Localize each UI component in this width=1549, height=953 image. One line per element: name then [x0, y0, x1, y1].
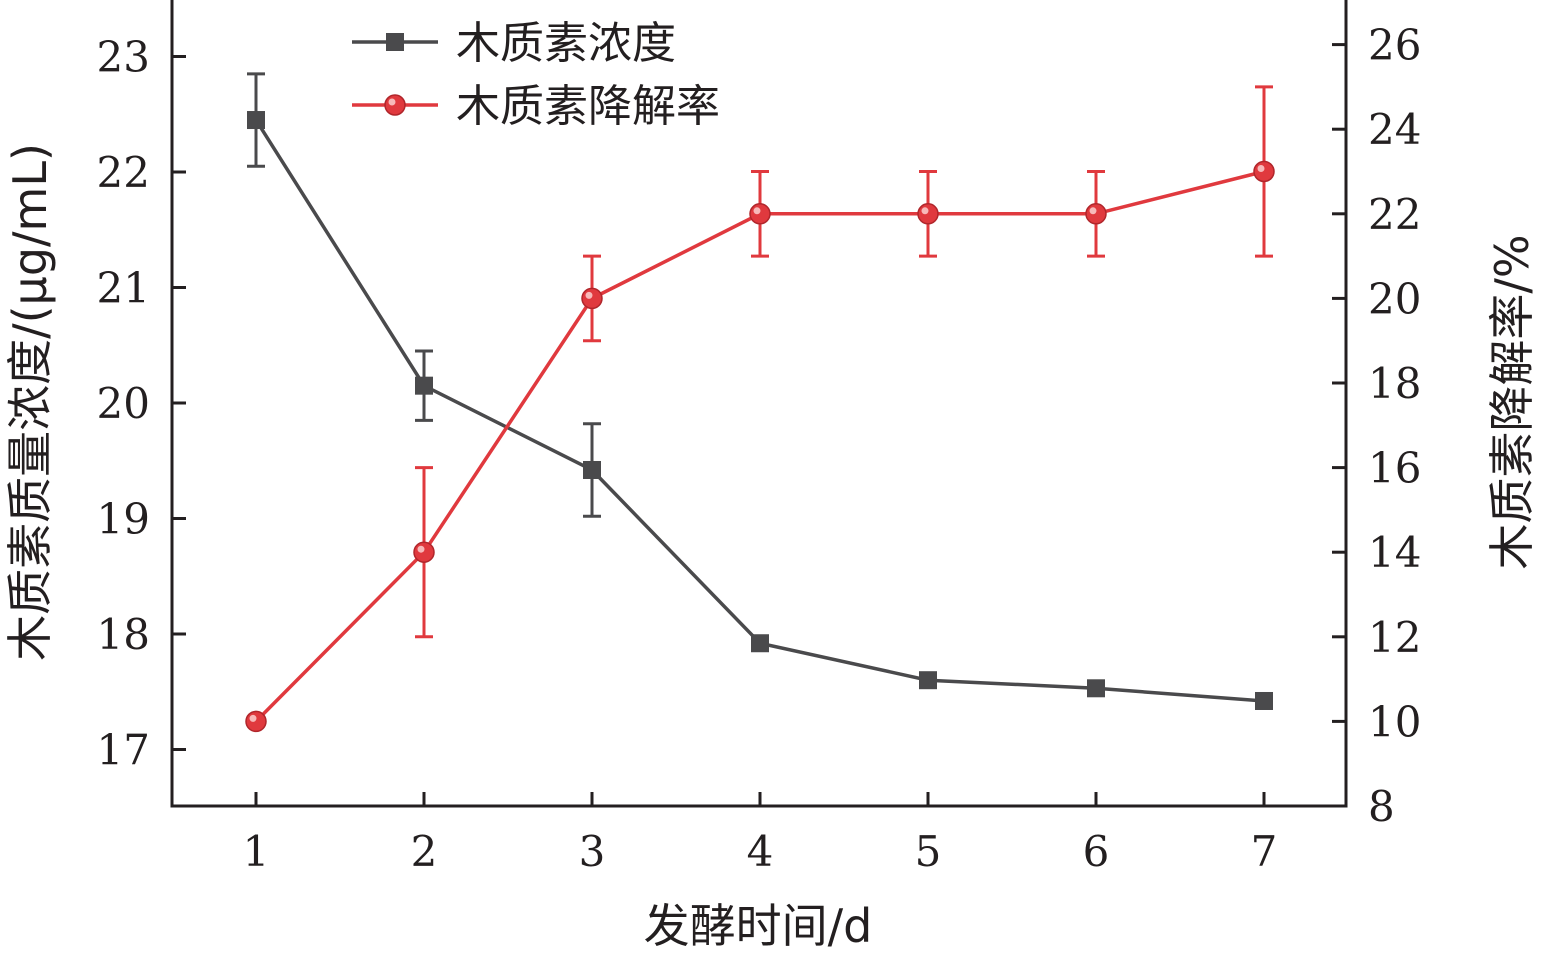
y-left-tick-label: 22	[97, 148, 150, 197]
y-right-tick-label: 20	[1368, 274, 1421, 323]
data-point-circle	[1253, 160, 1275, 183]
legend-marker-square	[386, 33, 404, 51]
axes	[170, 0, 1348, 808]
y-right-tick-label: 16	[1368, 444, 1421, 493]
x-tick-label: 1	[243, 827, 270, 876]
y-left-tick-label: 19	[97, 495, 150, 544]
x-tick-label: 4	[747, 827, 774, 876]
data-point-circle	[245, 710, 267, 733]
data-point-square	[1255, 691, 1273, 710]
y-left-tick-label: 21	[97, 264, 150, 313]
y-left-tick-label: 17	[97, 726, 150, 775]
data-point-highlight	[1257, 165, 1265, 172]
data-point-highlight	[753, 207, 761, 215]
x-tick-label: 5	[915, 827, 942, 876]
data-point-square	[247, 111, 265, 130]
y-right-tick-label: 24	[1368, 105, 1421, 154]
data-point-circle	[749, 203, 771, 225]
series-layer	[245, 72, 1275, 733]
data-point-square	[583, 460, 601, 479]
y-left-tick-label: 20	[97, 379, 150, 428]
y-right-tick-label: 12	[1368, 613, 1421, 662]
y-axis-label-left: 木质素质量浓度/(μg/mL)	[3, 143, 57, 661]
y-axis-label-right: 木质素降解率/%	[1485, 234, 1539, 569]
data-point-circle	[1085, 203, 1107, 225]
y-right-tick-label: 14	[1368, 528, 1421, 577]
data-point-square	[415, 376, 433, 395]
data-point-highlight	[249, 714, 257, 722]
legend-item-lignin-concentration: 木质素浓度	[352, 18, 676, 69]
data-point-circle	[581, 287, 603, 310]
x-tick-label: 6	[1083, 827, 1110, 876]
legend-item-lignin-degradation: 木质素降解率	[352, 81, 720, 132]
data-point-highlight	[921, 207, 929, 215]
data-point-circle	[413, 541, 435, 563]
x-axis-label: 发酵时间/d	[644, 899, 873, 953]
x-tick-label: 7	[1251, 827, 1278, 876]
series-lignin-concentration	[247, 72, 1273, 710]
series-lignin-degradation	[245, 85, 1275, 733]
legend-marker-circle	[384, 94, 406, 116]
y-right-tick-label: 26	[1368, 21, 1421, 70]
data-point-highlight	[1089, 207, 1097, 215]
y-right-tick-label: 18	[1368, 359, 1421, 408]
data-point-highlight	[585, 291, 593, 299]
y-right-tick-label: 22	[1368, 190, 1421, 239]
legend-label: 木质素降解率	[456, 81, 720, 132]
x-tick-label: 3	[579, 827, 606, 876]
x-tick-label: 2	[411, 827, 438, 876]
y-left-tick-label: 23	[97, 33, 150, 82]
y-right-tick-label: 10	[1368, 697, 1421, 746]
data-point-square	[1087, 679, 1105, 698]
data-point-highlight	[417, 545, 425, 553]
data-point-circle	[917, 203, 939, 225]
legend-marker-highlight	[388, 98, 396, 106]
y-left-tick-label: 18	[97, 610, 150, 659]
legend-label: 木质素浓度	[456, 18, 676, 69]
data-point-square	[751, 634, 769, 653]
data-point-square	[919, 671, 937, 690]
y-right-tick-label: 8	[1368, 782, 1395, 831]
